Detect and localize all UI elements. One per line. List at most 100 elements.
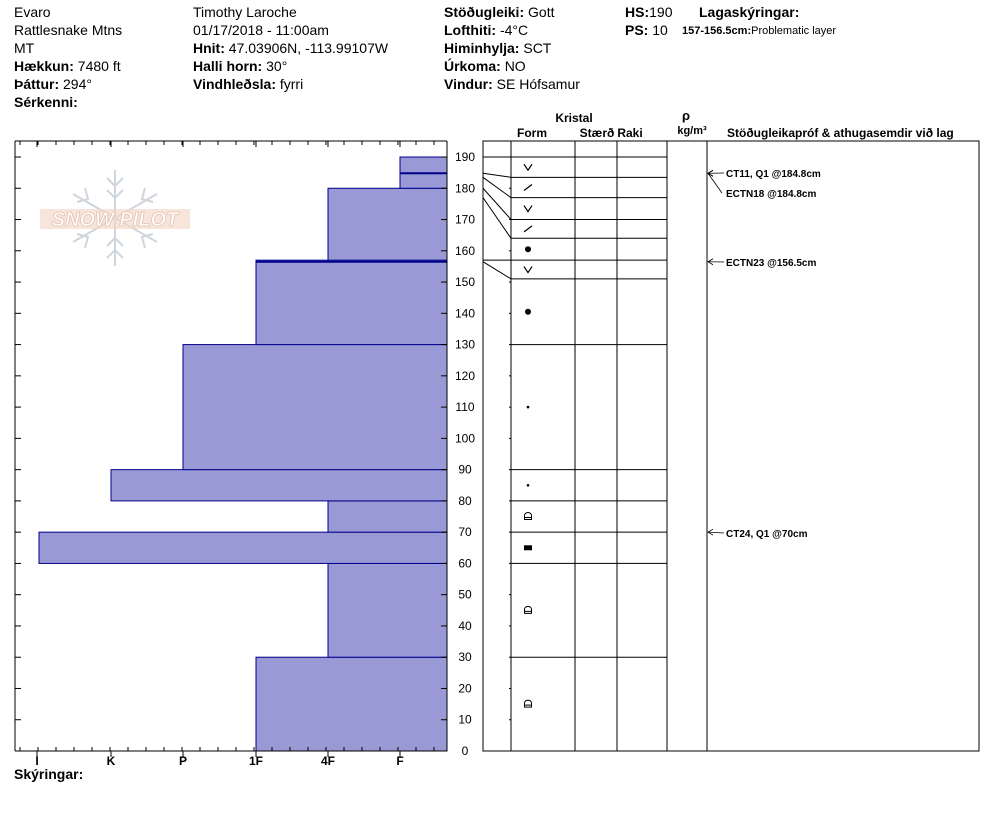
depth-tick-label: 160 <box>455 244 475 258</box>
hardness-bar <box>255 259 448 346</box>
layer-note-entry: 157-156.5cm:Problematic layer <box>682 25 837 37</box>
moisture-header: Raki <box>617 126 642 140</box>
depth-tick-label: 130 <box>455 338 475 352</box>
depth-tick-label: 0 <box>462 744 469 758</box>
hardness-layers <box>38 156 448 752</box>
stability-tests: CT11, Q1 @184.8cm ECTN18 @184.8cm ECTN23 @… <box>707 169 821 540</box>
form-header: Form <box>517 126 547 140</box>
depth-tick-label: 60 <box>458 556 472 570</box>
stability-test-label: CT24, Q1 @70cm <box>726 529 808 540</box>
melt-crust-icon <box>524 545 532 551</box>
test-leader-line <box>707 173 723 194</box>
size-header: Stærð <box>580 126 615 140</box>
grain-table <box>482 140 980 752</box>
layer-connector <box>482 187 512 220</box>
ps: PS: 10 <box>625 22 668 38</box>
site-range: Rattlesnake Mtns <box>14 22 123 38</box>
test-arrow-icon <box>707 258 714 266</box>
depth-tick-label: 50 <box>458 588 472 602</box>
coordinates: Hnit: 47.03906N, -113.99107W <box>193 40 389 56</box>
hardness-label: I <box>35 754 38 768</box>
features: Sérkenni: <box>14 94 78 110</box>
precipitation: Úrkoma: NO <box>444 58 526 74</box>
datetime: 01/17/2018 - 11:00am <box>193 22 329 38</box>
depth-tick-label: 90 <box>458 463 472 477</box>
hardness-bar <box>255 656 448 752</box>
layer-connector <box>482 261 512 280</box>
aspect: Þáttur: 294° <box>14 76 92 92</box>
surface-hoar-icon <box>523 163 533 172</box>
depth-tick-label: 190 <box>455 150 475 164</box>
observer: Timothy Laroche <box>193 4 297 20</box>
layer-notes-title: Lagaskýringar: <box>699 4 800 20</box>
small-dot-icon <box>526 405 530 409</box>
test-arrow-icon <box>707 169 714 177</box>
rounded-grain-icon <box>525 308 531 315</box>
hardness-bar <box>327 187 448 261</box>
hardness-bar <box>327 500 448 533</box>
depth-tick-label: 140 <box>455 306 475 320</box>
decomposing-icon <box>523 184 533 191</box>
hs: HS:190 <box>625 4 673 20</box>
hardness-label: 1F <box>249 754 263 768</box>
hardness-label: 4F <box>321 754 335 768</box>
depth-tick-label: 110 <box>455 400 474 414</box>
footer-notes: Skýringar: <box>14 766 84 782</box>
layer-connector <box>482 176 512 199</box>
depth-tick-label: 70 <box>458 525 472 539</box>
depth-tick-label: 120 <box>455 369 475 383</box>
layer-connector <box>482 172 512 178</box>
layer-notes: Lagaskýringar: <box>699 3 799 21</box>
hardness-bar <box>38 531 448 564</box>
hardness-bar <box>182 344 448 471</box>
conditions-info: Stöðugleiki: Gott Lofthiti: -4°C Himinhy… <box>444 3 580 93</box>
site-info: Evaro Rattlesnake Mtns MT Hækkun: 7480 f… <box>14 3 122 111</box>
hardness-label: P <box>179 754 187 768</box>
depth-info: HS:190 PS: 10 <box>625 3 672 39</box>
faceted-rounded-icon <box>524 699 532 708</box>
site-state: MT <box>14 40 35 56</box>
slope-angle: Halli horn: 30° <box>193 58 288 74</box>
faceted-rounded-icon <box>524 605 532 614</box>
table-frame <box>482 140 980 752</box>
surface-hoar-icon <box>523 205 533 213</box>
stability-test-label: ECTN18 @184.8cm <box>726 189 816 200</box>
snowflake-logo-icon: SNOW PILOT <box>40 170 190 266</box>
hardness-bar <box>110 469 448 502</box>
small-dot-icon <box>526 483 530 487</box>
depth-tick-label: 80 <box>458 494 472 508</box>
site-name: Evaro <box>14 4 51 20</box>
density-unit-header: kg/m³ <box>677 125 707 137</box>
stability-test-label: ECTN23 @156.5cm <box>726 258 816 269</box>
depth-tick-label: 100 <box>455 431 475 445</box>
hardness-label: K <box>107 754 116 768</box>
faceted-rounded-icon <box>524 512 532 521</box>
decomposing-icon <box>523 225 533 233</box>
rho-header: ρ <box>682 108 690 123</box>
observation-info: Timothy Laroche 01/17/2018 - 11:00am Hni… <box>193 3 388 93</box>
depth-tick-label: 20 <box>458 681 472 695</box>
surface-hoar-icon <box>523 266 533 274</box>
depth-tick-label: 40 <box>458 619 472 633</box>
hardness-label: F <box>396 754 403 768</box>
air-temp: Lofthiti: -4°C <box>444 22 529 38</box>
hardness-bar <box>327 562 448 658</box>
sky-cover: Himinhylja: SCT <box>444 40 552 56</box>
stability-test-label: CT11, Q1 @184.8cm <box>726 169 821 180</box>
depth-tick-label: 180 <box>455 181 475 195</box>
crystal-header: Kristal <box>555 111 592 125</box>
elevation: Hækkun: 7480 ft <box>14 58 121 74</box>
wind: Vindur: SE Hófsamur <box>444 76 580 92</box>
depth-tick-label: 30 <box>458 650 472 664</box>
wind-loading: Vindhleðsla: fyrri <box>193 76 304 92</box>
hardness-axes: I K P 1F 4F F 0 10 20 30 40 50 60 70 80 90 100 110 120 130 1… <box>14 140 475 768</box>
layer-connector <box>482 197 512 239</box>
rounded-grain-icon <box>525 246 531 253</box>
depth-tick-label: 170 <box>455 213 475 227</box>
stability: Stöðugleiki: Gott <box>444 4 555 20</box>
depth-tick-label: 10 <box>458 713 472 727</box>
depth-tick-label: 150 <box>455 275 475 289</box>
tests-header: Stöðugleikapróf & athugasemdir við lag <box>727 126 954 140</box>
test-leader-line <box>707 531 725 534</box>
